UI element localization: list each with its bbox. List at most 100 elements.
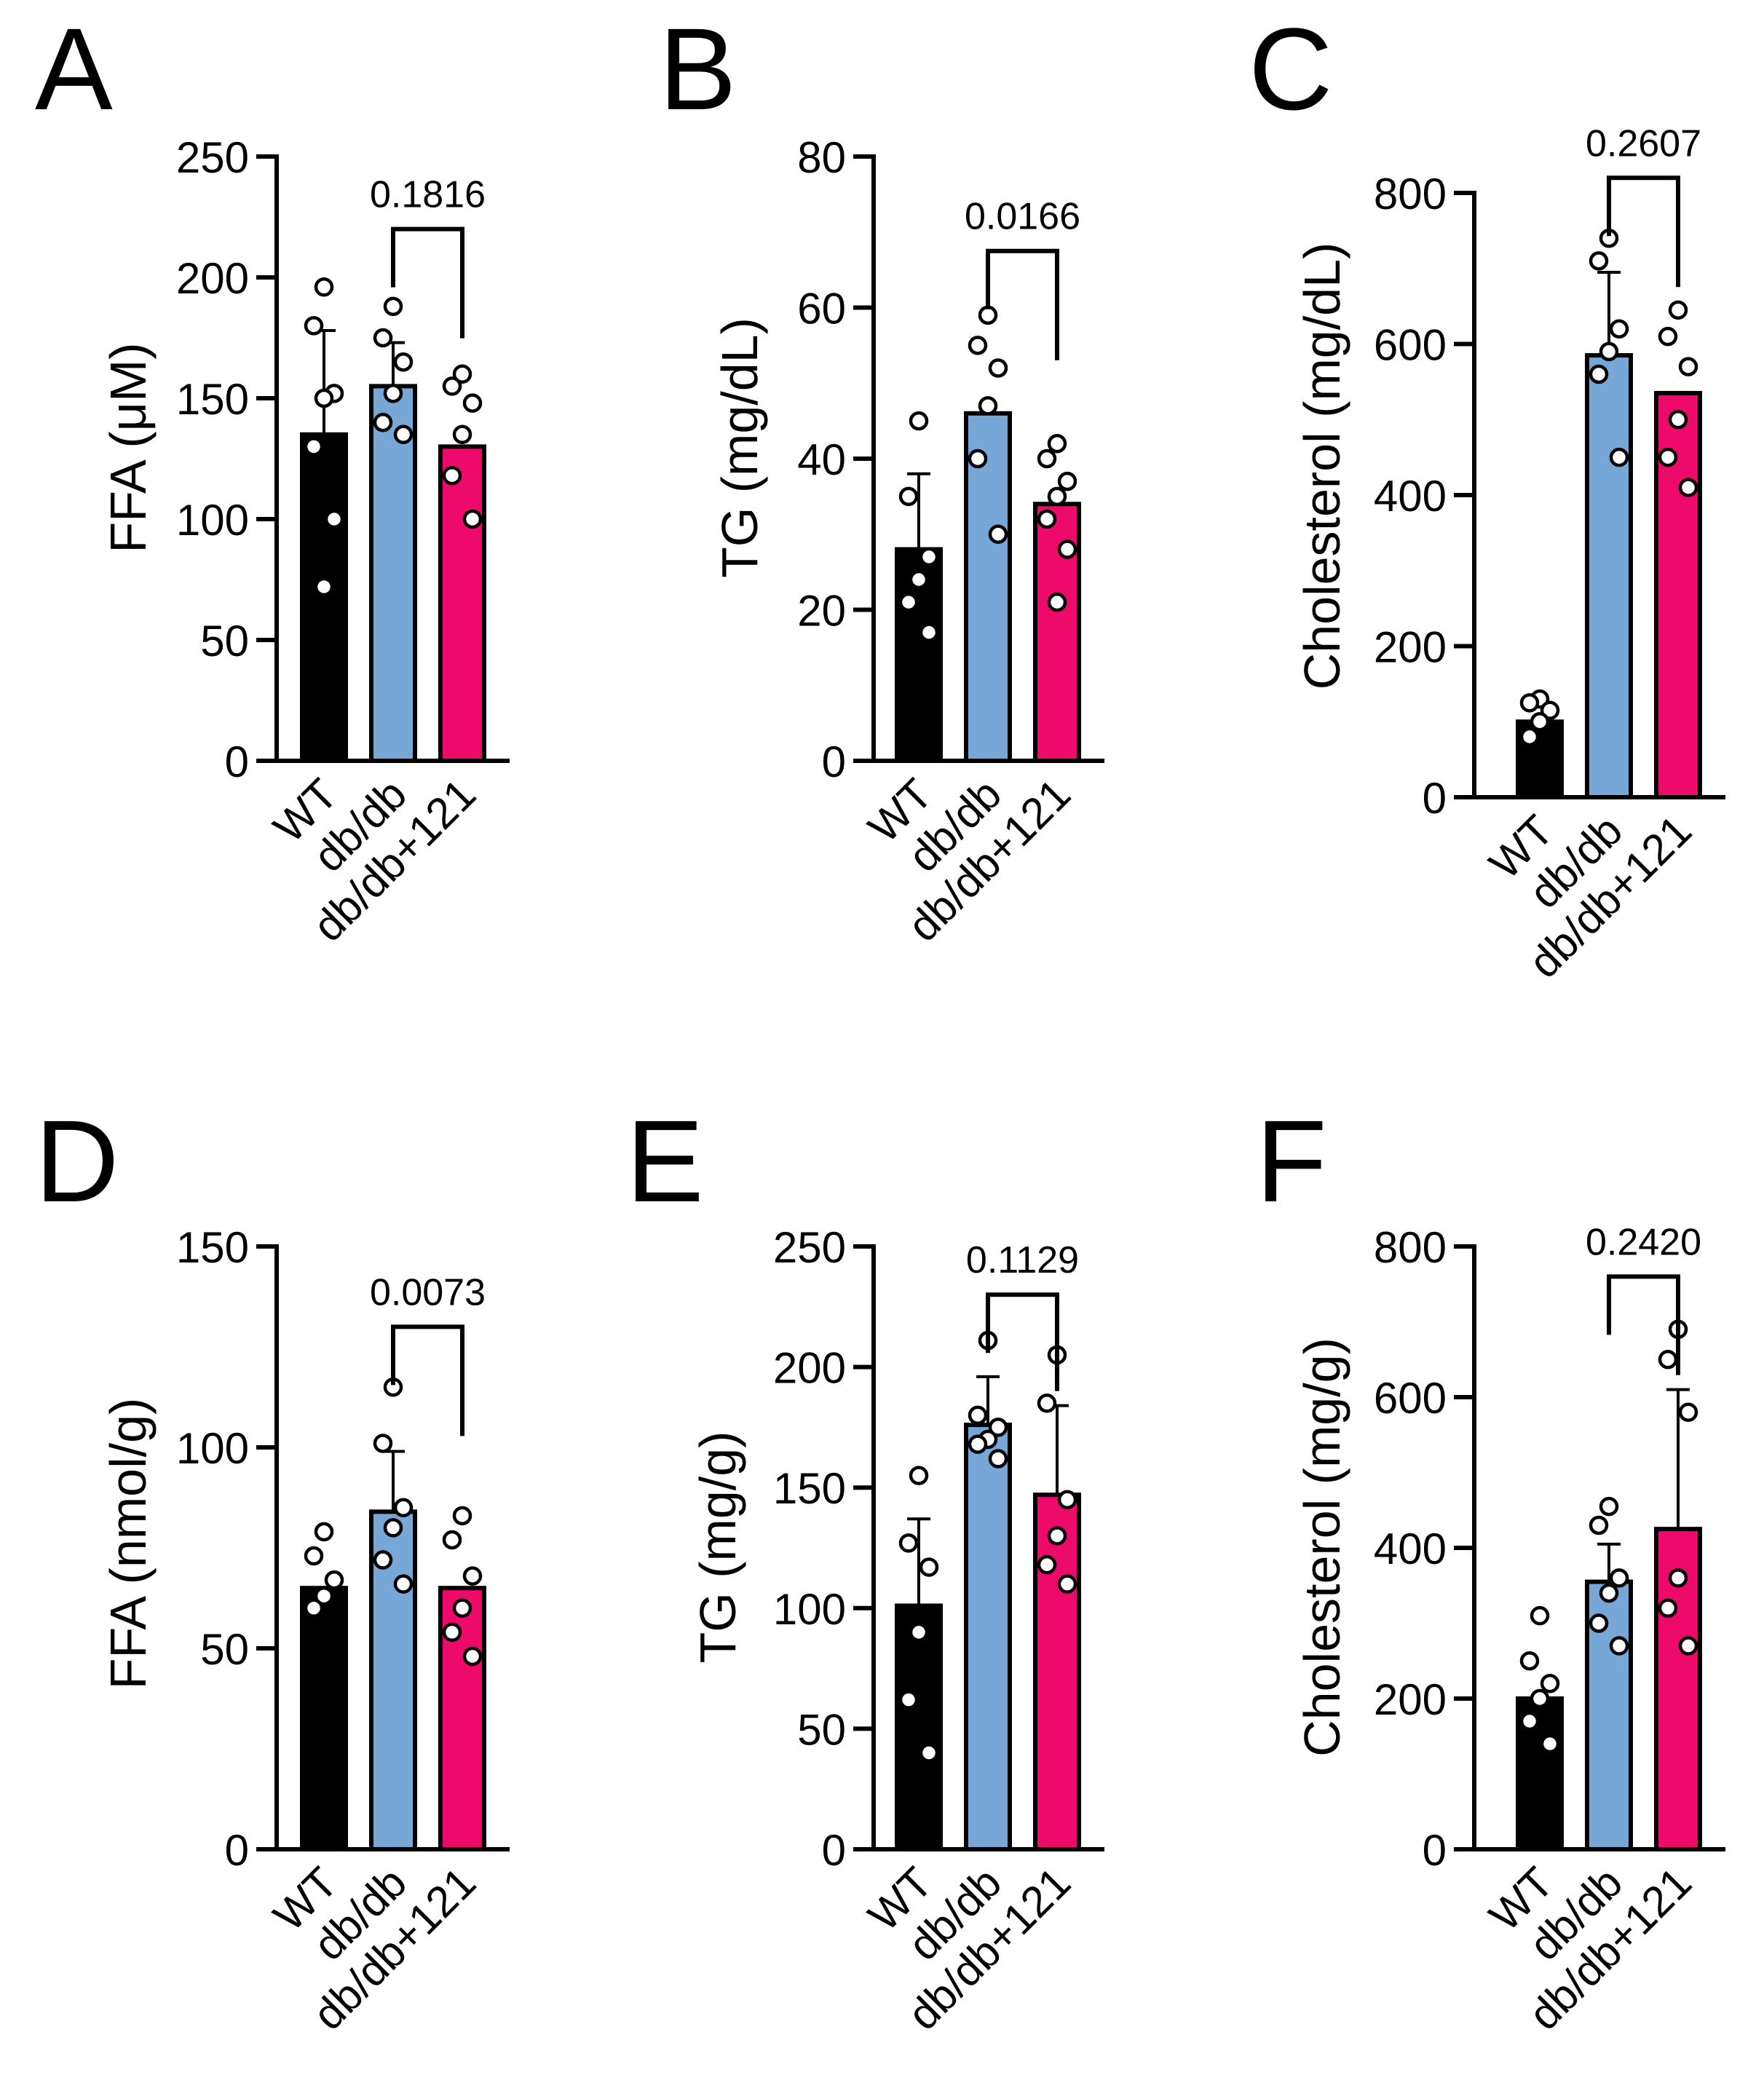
panel-a-letter: A: [35, 4, 113, 134]
panel-d-data-point: [442, 1622, 462, 1643]
panel-d-data-point: [304, 1598, 324, 1618]
panel-c-data-point: [1530, 712, 1550, 732]
panel-b-data-point: [968, 448, 988, 469]
panel-d-data-point: [462, 1566, 483, 1586]
panel-e-ytick-label: 200: [773, 1344, 846, 1393]
panel-a-data-point: [304, 316, 324, 336]
panel-f-ytick-label: 0: [1423, 1826, 1447, 1875]
panel-d-data-point: [304, 1546, 324, 1566]
panel-b-ytick-label: 0: [822, 738, 846, 786]
panel-f-data-point: [1678, 1636, 1698, 1656]
panel-c-data-point: [1658, 326, 1678, 347]
panel-a-ytick-label: 150: [176, 375, 249, 424]
panel-b-data-point: [909, 569, 929, 590]
panel-a-data-point: [393, 424, 414, 445]
panel-d-bar-db-db-121: [438, 1586, 486, 1851]
panel-e-data-point: [988, 1418, 1008, 1437]
panel-f-data-point: [1530, 1605, 1550, 1626]
panel-f-letter: F: [1256, 1096, 1327, 1226]
panel-a-p-value: 0.1816: [370, 174, 486, 216]
panel-c-letter: C: [1249, 4, 1333, 134]
panel-b-data-point: [1047, 434, 1067, 454]
panel-d-data-point: [393, 1574, 414, 1594]
panel-c-data-point: [1519, 727, 1540, 747]
panel-a-data-point: [324, 509, 344, 529]
panel-b-data-point: [1057, 539, 1077, 559]
panel-b-data-point: [919, 622, 939, 642]
panel-b-data-point: [1057, 471, 1077, 491]
panel-c-ytick-label: 200: [1374, 623, 1447, 672]
panel-e-data-point: [909, 1622, 929, 1643]
panel-e-bar-db-db-121: [1033, 1493, 1081, 1851]
panel-e-data-point: [1037, 1554, 1057, 1575]
panel-f-data-point: [1599, 1583, 1619, 1603]
panel-f: F Cholesterol (mg/g) 0200400600800WTdb/d…: [1256, 1096, 1725, 2039]
panel-b-data-point: [1047, 592, 1067, 612]
panel-a-data-point: [442, 465, 462, 486]
panel-a: A FFA (μM) 050100150200250WTdb/dbdb/db+1…: [35, 4, 510, 951]
panel-b-data-point: [978, 396, 998, 416]
panel-a-data-point: [373, 328, 393, 348]
panel-a-bar-wt: [300, 432, 348, 763]
panel-f-data-point: [1658, 1350, 1678, 1369]
panel-c-data-point: [1678, 478, 1698, 497]
panel-b-data-point: [988, 358, 1008, 378]
panel-d-ylabel: FFA (nmol/g): [100, 1398, 157, 1690]
panel-d-comparison-bracket: [391, 1324, 464, 1436]
panel-a-bar-db-db-121: [438, 444, 486, 764]
panel-c-data-point: [1609, 319, 1629, 339]
panel-e-data-point: [968, 1434, 988, 1454]
panel-a-data-point: [383, 296, 403, 317]
panel-e-ytick-label: 150: [773, 1464, 846, 1513]
panel-e-p-value: 0.1129: [966, 1239, 1079, 1281]
panel-a-data-point: [452, 424, 472, 445]
panel-a-ytick-label: 200: [176, 254, 249, 303]
panel-e-data-point: [919, 1743, 939, 1763]
panel-b-data-point: [909, 411, 929, 431]
panel-c-ylabel: Cholesterol (mg/dL): [1294, 242, 1350, 690]
panel-d-ytick-label: 100: [176, 1424, 249, 1473]
panel-b-data-point: [978, 305, 998, 325]
panel-a-ytick-label: 100: [176, 496, 249, 545]
panel-c-data-point: [1658, 447, 1678, 467]
panel-f-data-point: [1589, 1515, 1609, 1535]
panel-e-ylabel: TG (mg/g): [689, 1431, 746, 1664]
panel-a-ytick-label: 50: [200, 617, 249, 665]
panel-f-ytick-label: 800: [1374, 1223, 1447, 1272]
panel-e-data-point: [898, 1690, 919, 1709]
panel-f-data-point: [1599, 1496, 1619, 1517]
panel-f-data-point: [1540, 1674, 1560, 1693]
panel-b-comparison-bracket: [986, 248, 1059, 360]
panel-f-data-point: [1530, 1688, 1550, 1709]
panel-d-ytick-label: 0: [225, 1826, 249, 1875]
panel-c-data-point: [1599, 341, 1619, 362]
panel-f-data-point: [1609, 1568, 1629, 1588]
panel-a-data-point: [383, 384, 403, 403]
panel-d-data-point: [314, 1586, 334, 1606]
panel-e-data-point: [898, 1533, 919, 1553]
panel-f-comparison-bracket: [1607, 1274, 1680, 1375]
panel-b-data-point: [1037, 448, 1057, 469]
panel-c-ytick-label: 800: [1374, 170, 1447, 218]
panel-a-ytick-label: 0: [225, 738, 249, 786]
panel-d-ytick-label: 150: [176, 1223, 249, 1272]
panel-a-data-point: [462, 393, 483, 413]
panel-c-ytick-label: 0: [1423, 774, 1447, 823]
panel-f-p-value: 0.2420: [1586, 1221, 1701, 1263]
panel-b-data-point: [988, 524, 1008, 544]
panel-a-data-point: [442, 376, 462, 396]
panel-d-data-point: [452, 1506, 472, 1526]
panel-d-p-value: 0.0073: [370, 1271, 486, 1313]
panel-e-data-point: [968, 1405, 988, 1426]
panel-c-data-point: [1609, 447, 1629, 467]
panel-b: B TG (mg/dL) 020406080WTdb/dbdb/db+1210.…: [659, 4, 1104, 951]
panel-c-data-point: [1589, 251, 1609, 271]
panel-b-data-point: [898, 592, 919, 612]
panel-d-data-point: [393, 1498, 414, 1518]
panel-d-data-point: [383, 1518, 403, 1538]
